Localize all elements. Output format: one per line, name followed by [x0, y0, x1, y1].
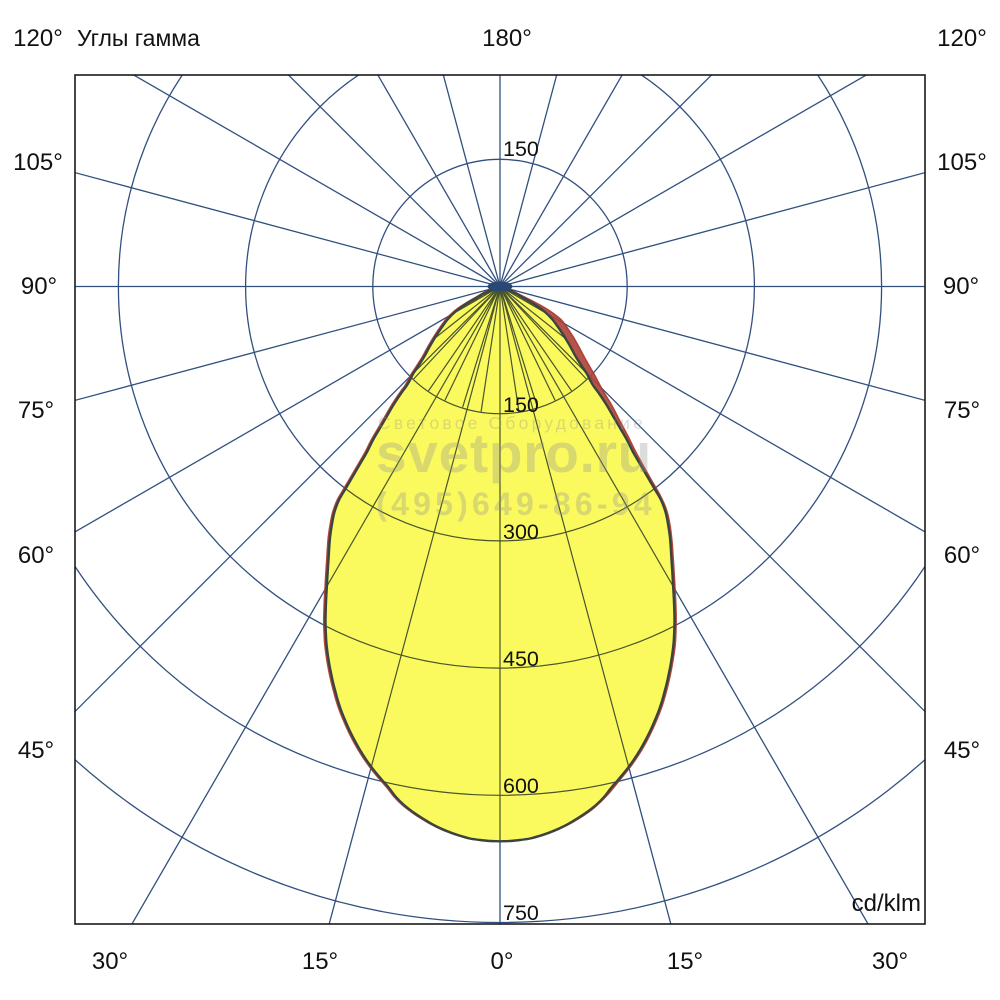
svg-text:cd/klm: cd/klm — [852, 890, 921, 917]
svg-text:105°: 105° — [13, 149, 63, 176]
svg-text:120°: 120° — [13, 25, 63, 52]
svg-text:0°: 0° — [491, 948, 514, 975]
svg-text:Световое Оборудование: Световое Оборудование — [378, 413, 646, 433]
svg-text:60°: 60° — [944, 542, 980, 569]
svg-text:600: 600 — [503, 774, 539, 798]
svg-text:15°: 15° — [667, 948, 703, 975]
svg-text:300: 300 — [503, 520, 539, 544]
svg-text:(495)649-86-94: (495)649-86-94 — [376, 486, 655, 522]
svg-text:90°: 90° — [943, 273, 979, 300]
svg-text:75°: 75° — [18, 397, 54, 424]
svg-text:90°: 90° — [21, 273, 57, 300]
svg-text:105°: 105° — [937, 149, 987, 176]
svg-text:Углы гамма: Углы гамма — [77, 25, 200, 51]
svg-text:45°: 45° — [944, 737, 980, 764]
svg-text:15°: 15° — [302, 948, 338, 975]
svg-text:180°: 180° — [482, 25, 532, 52]
svg-text:45°: 45° — [18, 737, 54, 764]
svg-text:30°: 30° — [92, 948, 128, 975]
svg-text:150: 150 — [503, 393, 539, 417]
svg-text:450: 450 — [503, 647, 539, 671]
svg-text:svetpro.ru: svetpro.ru — [376, 422, 652, 484]
svg-text:150: 150 — [503, 137, 539, 161]
svg-text:750: 750 — [503, 901, 539, 925]
svg-text:120°: 120° — [937, 25, 987, 52]
svg-text:30°: 30° — [872, 948, 908, 975]
svg-text:60°: 60° — [18, 542, 54, 569]
svg-text:75°: 75° — [944, 397, 980, 424]
